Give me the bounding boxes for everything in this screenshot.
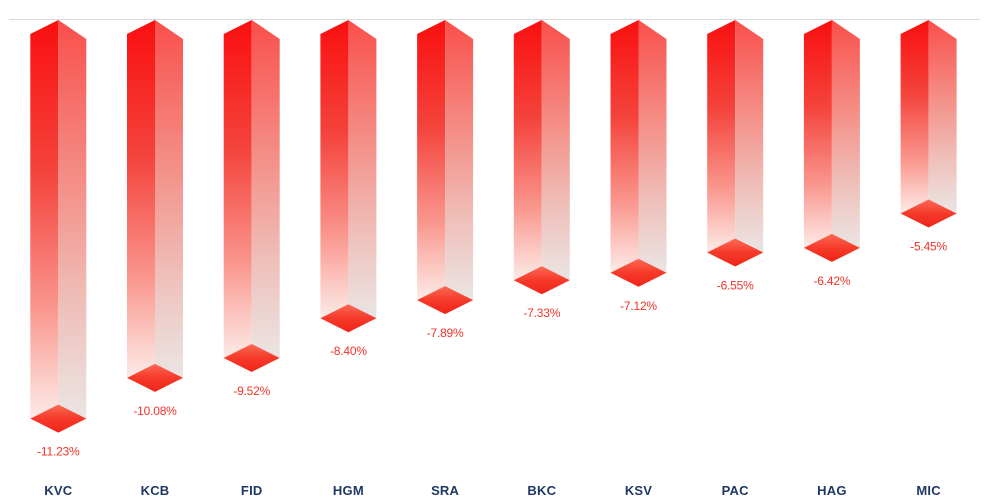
bar-face-left — [707, 20, 736, 253]
bar-face-right — [58, 20, 87, 419]
bar-tip-diamond — [223, 343, 280, 372]
value-label: -10.08% — [133, 404, 177, 418]
bar-tip-diamond — [417, 286, 474, 315]
bar-HGM: -8.40% HGM — [320, 20, 377, 498]
bar-face-right — [445, 20, 474, 301]
bar-face-left — [320, 20, 349, 319]
bar-tip-diamond — [30, 404, 87, 433]
ticker-label: SRA — [431, 483, 459, 498]
ticker-label: HGM — [333, 483, 364, 498]
bar-HAG: -6.42% HAG — [803, 20, 860, 498]
bar-face-right — [638, 20, 667, 273]
bar-face-right — [735, 20, 764, 253]
value-label: -7.12% — [620, 299, 657, 313]
bar-face-left — [417, 20, 446, 301]
bar-face-left — [900, 20, 929, 214]
value-label: -11.23% — [37, 445, 80, 459]
bar-SRA: -7.89% SRA — [417, 20, 474, 498]
ticker-label: PAC — [722, 483, 749, 498]
bar-face-left — [513, 20, 542, 281]
bar-face-left — [30, 20, 59, 419]
bar-face-right — [348, 20, 377, 319]
value-label: -6.55% — [717, 279, 754, 293]
ticker-label: FID — [241, 483, 263, 498]
bar-tip-diamond — [900, 199, 957, 228]
bar-tip-diamond — [707, 238, 764, 267]
ticker-label: KCB — [141, 483, 170, 498]
value-label: -8.40% — [330, 344, 367, 358]
bar-face-left — [127, 20, 155, 378]
bar-face-left — [610, 20, 639, 273]
bar-face-right — [831, 20, 860, 248]
bar-tip-diamond — [610, 258, 667, 287]
bar-PAC: -6.55% PAC — [707, 20, 764, 498]
bar-face-right — [928, 20, 957, 214]
bar-face-right — [251, 20, 280, 358]
bar-face-right — [155, 20, 183, 378]
value-label: -9.52% — [233, 384, 270, 398]
value-label: -7.33% — [523, 306, 560, 320]
value-label: -7.89% — [427, 326, 464, 340]
bar-face-left — [223, 20, 252, 358]
ticker-label: HAG — [817, 483, 847, 498]
ticker-label: KVC — [44, 483, 72, 498]
bar-MIC: -5.45% MIC — [900, 20, 957, 498]
bar-tip-diamond — [320, 304, 377, 333]
value-label: -5.45% — [910, 239, 947, 253]
bar-KVC: -11.23% KVC — [30, 20, 87, 498]
value-label: -6.42% — [813, 274, 850, 288]
bar-BKC: -7.33% BKC — [513, 20, 570, 498]
bar-tip-diamond — [513, 266, 570, 295]
bar-KSV: -7.12% KSV — [610, 20, 667, 498]
ticker-label: MIC — [916, 483, 941, 498]
bar-face-right — [541, 20, 570, 281]
bar-tip-diamond — [127, 363, 183, 392]
bar-face-left — [803, 20, 832, 248]
bar-FID: -9.52% FID — [223, 20, 280, 498]
ticker-label: KSV — [625, 483, 652, 498]
bars-layer: -11.23% KVC -10.08% KCB -9.52% FID -8.40% HGM -7… — [30, 20, 957, 498]
bar-tip-diamond — [803, 233, 860, 262]
bar-KCB: -10.08% KCB — [127, 20, 183, 498]
ticker-label: BKC — [527, 483, 556, 498]
